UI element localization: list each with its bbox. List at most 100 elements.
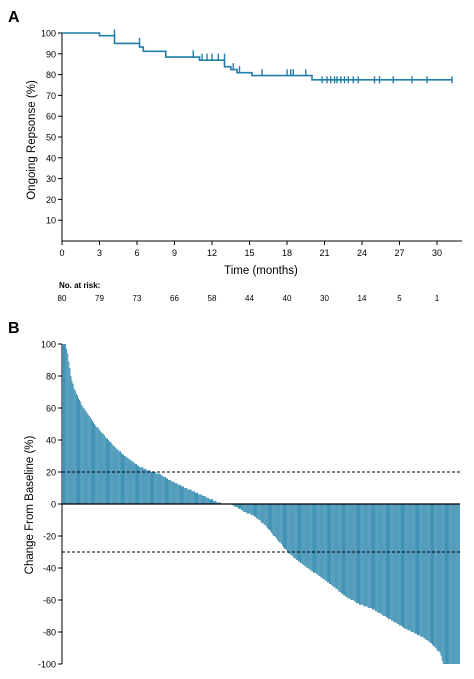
waterfall-bar [410, 504, 412, 632]
waterfall-bar [419, 504, 421, 636]
waterfall-bar [374, 504, 376, 610]
waterfall-bar [407, 504, 409, 631]
waterfall-bar [262, 504, 264, 524]
km-y-tick-label: 70 [46, 91, 56, 101]
waterfall-bar [287, 504, 289, 552]
waterfall-bar [292, 504, 294, 557]
waterfall-bar [200, 494, 202, 504]
waterfall-bar [304, 504, 306, 567]
waterfall-bar [66, 348, 68, 504]
waterfall-bar [448, 504, 450, 664]
waterfall-bar [217, 502, 219, 504]
waterfall-y-tick-label: -80 [43, 628, 56, 638]
waterfall-bar [113, 446, 115, 504]
waterfall-bar [246, 504, 248, 514]
waterfall-bar [308, 504, 310, 570]
waterfall-bar [260, 504, 262, 522]
waterfall-bar [334, 504, 336, 588]
waterfall-bar [433, 504, 435, 647]
waterfall-bar [309, 504, 311, 570]
waterfall-bar [137, 465, 138, 504]
waterfall-bar [164, 476, 166, 504]
waterfall-bar [296, 504, 298, 560]
waterfall-bar [365, 504, 367, 607]
risk-table-label: No. at risk: [59, 281, 100, 290]
waterfall-bar [307, 504, 309, 568]
km-plot: 10 20 30 40 50 60 70 80 90 100 0 3 6 9 12 15 18 21 24 27 30 [41, 29, 462, 258]
waterfall-bar [131, 460, 133, 504]
waterfall-bar [237, 504, 239, 509]
waterfall-bar [317, 504, 319, 575]
waterfall-bar [97, 427, 99, 504]
waterfall-bar [322, 504, 324, 580]
waterfall-bar [423, 504, 425, 639]
waterfall-bar [434, 504, 436, 647]
km-x-tick-label: 30 [432, 248, 442, 258]
waterfall-bar [156, 473, 158, 504]
waterfall-bar [409, 504, 411, 631]
waterfall-bar [189, 489, 191, 504]
waterfall-bar [382, 504, 384, 616]
waterfall-bar [201, 494, 203, 504]
waterfall-bar [254, 504, 255, 517]
waterfall-bar [458, 504, 460, 664]
waterfall-bar [294, 504, 296, 559]
waterfall-bar [457, 504, 459, 664]
waterfall-bar [234, 504, 236, 508]
waterfall-bar [235, 504, 237, 508]
waterfall-bar [182, 486, 183, 504]
waterfall-bar [366, 504, 368, 607]
waterfall-bar [348, 504, 350, 599]
waterfall-bar [320, 504, 322, 578]
waterfall-bar [385, 504, 387, 618]
waterfall-bar [454, 504, 456, 664]
waterfall-bar [350, 504, 352, 600]
waterfall-bar [216, 502, 218, 504]
waterfall-bar [202, 496, 204, 504]
waterfall-bar [455, 504, 457, 664]
waterfall-bar [299, 504, 300, 562]
waterfall-bar [210, 499, 211, 504]
waterfall-bar [301, 504, 303, 564]
waterfall-bar [295, 504, 297, 560]
km-y-tick-label: 100 [41, 29, 56, 39]
waterfall-bar [285, 504, 286, 549]
waterfall-bar [427, 504, 429, 642]
km-y-tick-label: 90 [46, 49, 56, 59]
waterfall-y-tick-label: 100 [41, 340, 56, 350]
waterfall-bar [261, 504, 263, 524]
waterfall-bar [206, 497, 208, 504]
waterfall-bar [88, 416, 90, 504]
waterfall-bar [118, 451, 120, 504]
km-x-tick-label: 9 [172, 248, 177, 258]
waterfall-bar [128, 459, 130, 504]
waterfall-y-axis-label: Change From Baseline (%) [24, 435, 36, 574]
waterfall-bar [402, 504, 403, 628]
waterfall-bar [319, 504, 321, 576]
waterfall-bar [379, 504, 381, 613]
waterfall-bar [449, 504, 451, 664]
waterfall-bar [403, 504, 404, 628]
waterfall-bar [85, 411, 87, 504]
waterfall-bar [344, 504, 345, 596]
waterfall-bar [329, 504, 330, 584]
waterfall-bar [335, 504, 337, 589]
waterfall-bar [149, 470, 151, 504]
km-x-tick-label: 24 [357, 248, 367, 258]
waterfall-bar [215, 500, 217, 504]
waterfall-bar [212, 499, 214, 504]
waterfall-bar [258, 504, 260, 520]
waterfall-bar [450, 504, 452, 664]
waterfall-bar [413, 504, 415, 634]
waterfall-bar [337, 504, 339, 591]
waterfall-bar [372, 504, 373, 610]
waterfall-bar [406, 504, 408, 629]
waterfall-bar [437, 504, 439, 652]
waterfall-bar [159, 473, 161, 504]
waterfall-bar [213, 500, 215, 504]
waterfall-bar [77, 395, 78, 504]
waterfall-bar [172, 481, 174, 504]
waterfall-y-tick-label: -40 [43, 564, 56, 574]
waterfall-bar [361, 504, 363, 605]
